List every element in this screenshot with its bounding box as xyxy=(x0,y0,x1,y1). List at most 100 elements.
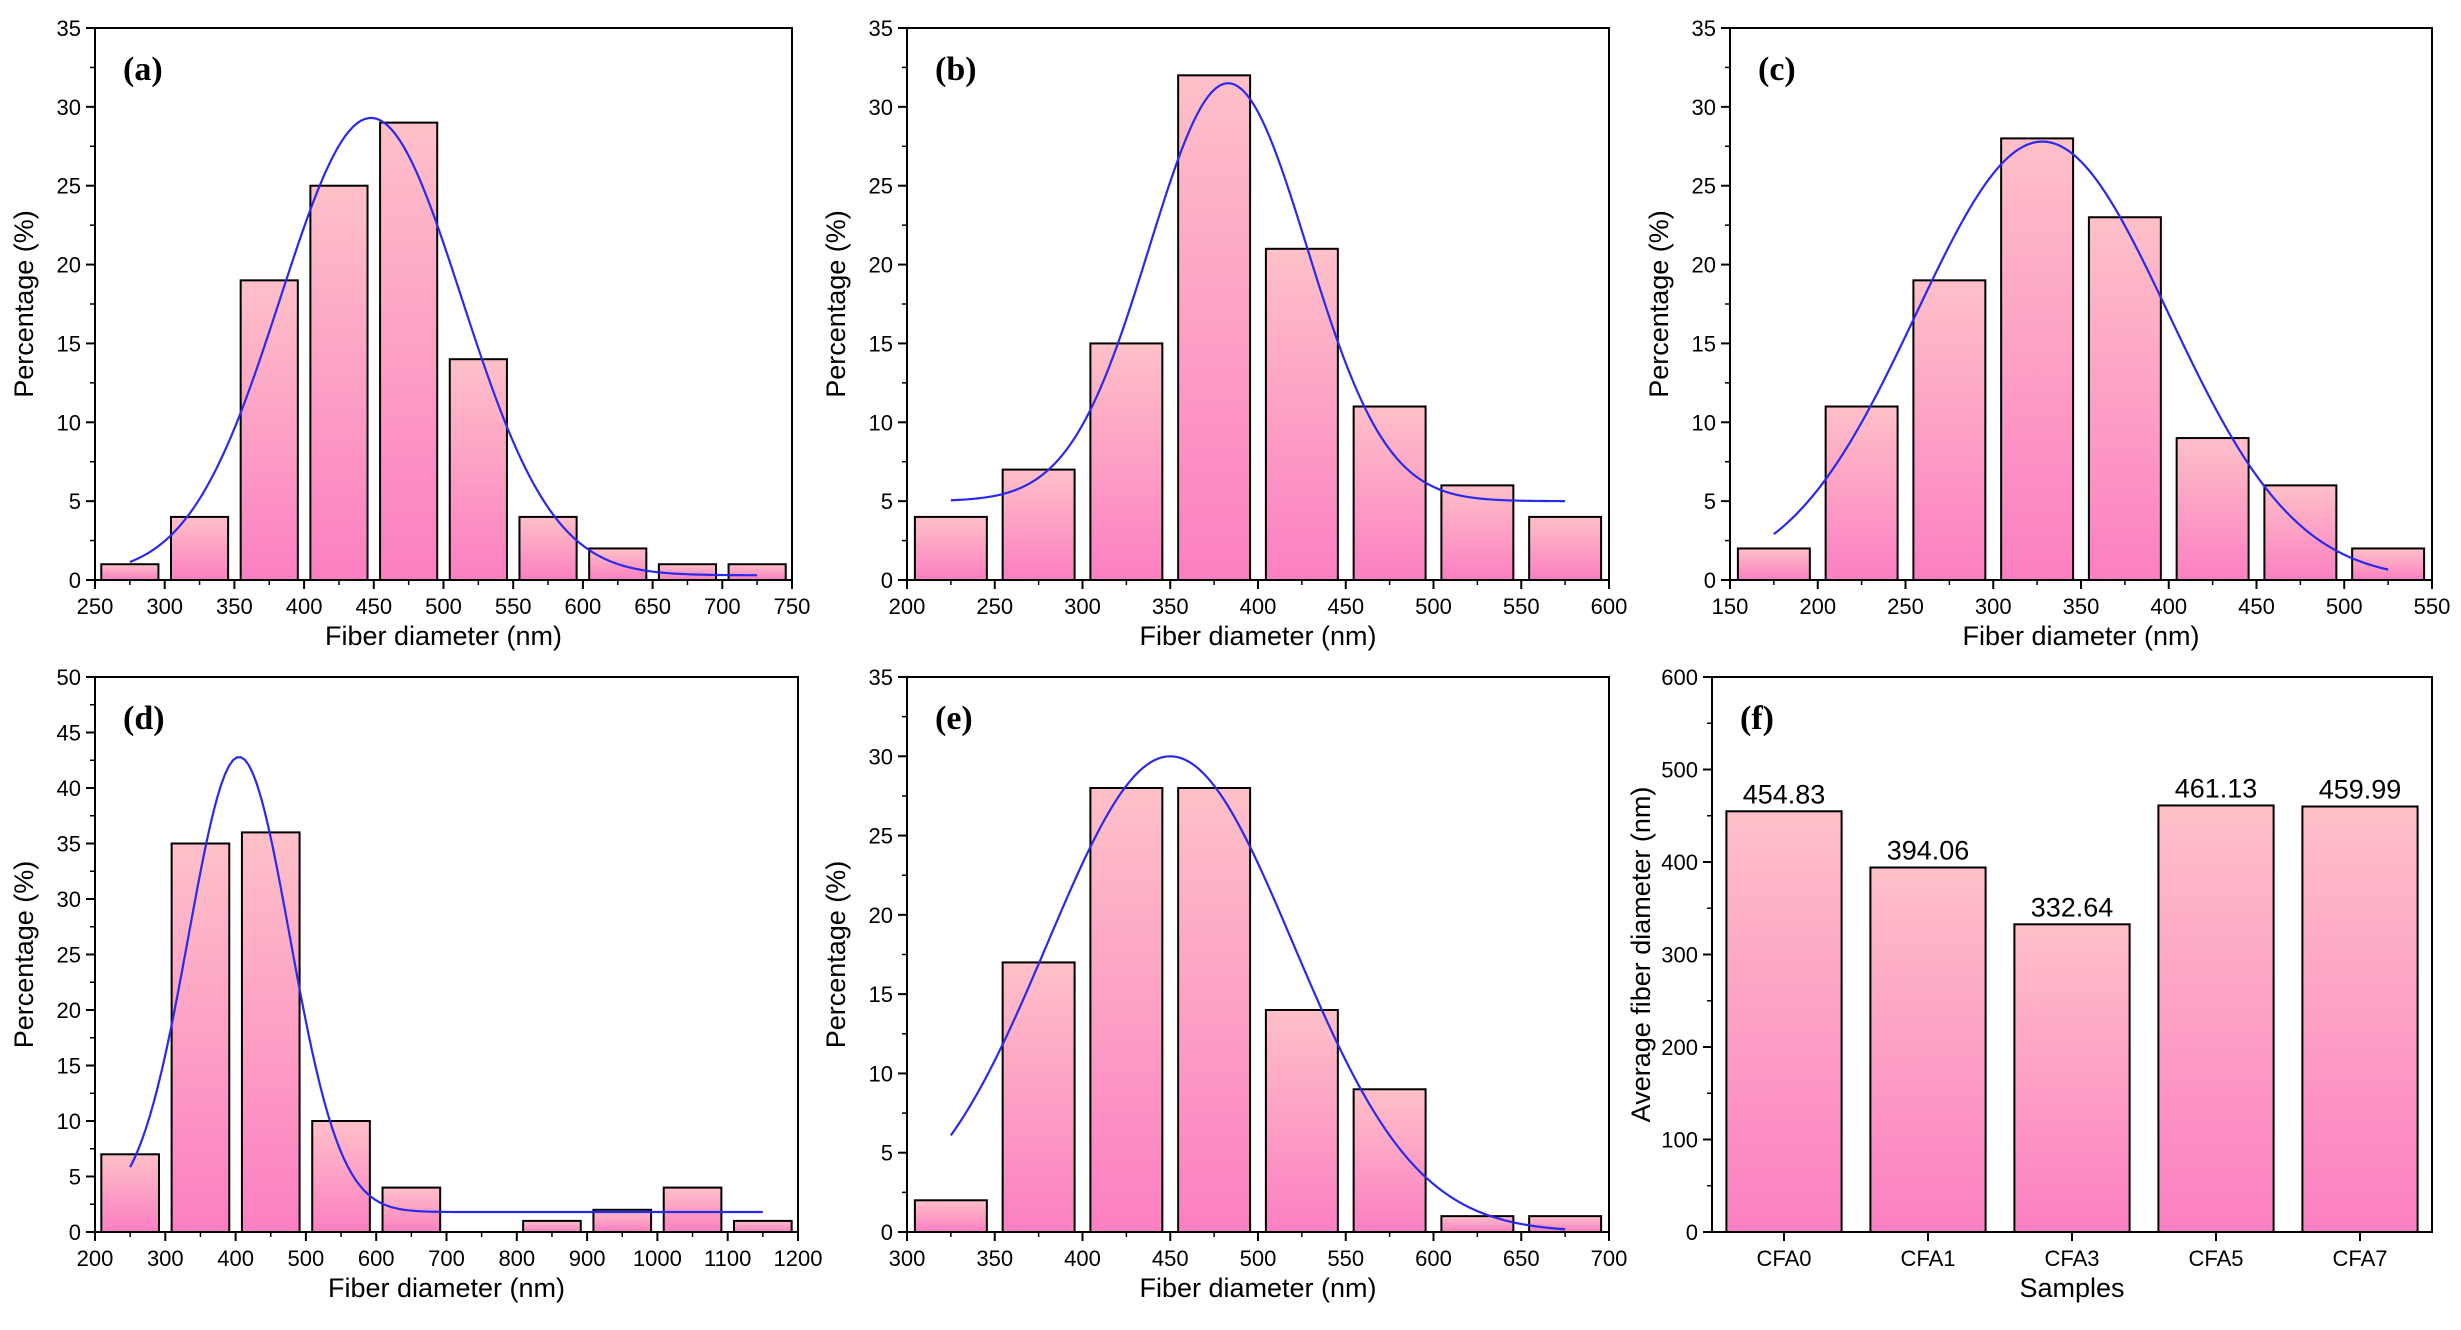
fit-curve xyxy=(129,756,763,1214)
bar xyxy=(1824,405,1899,581)
x-tick-label: 350 xyxy=(2063,594,2100,619)
panel-label: (a) xyxy=(123,51,163,88)
x-tick-label: 500 xyxy=(1240,1246,1277,1271)
data-label: 454.83 xyxy=(1743,779,1826,809)
panel-label: (f) xyxy=(1740,700,1774,737)
panel-label: (b) xyxy=(935,51,977,88)
y-tick-label: 30 xyxy=(57,95,81,120)
y-tick-label: 10 xyxy=(57,1109,81,1134)
panel-f: 454.83 394.06 332.64 461.13 459.99 0 100 200 300… xyxy=(1626,665,2433,1303)
x-tick-label: CFA1 xyxy=(1900,1246,1955,1271)
bar xyxy=(1089,787,1164,1233)
y-axis-label: Average fiber diameter (nm) xyxy=(1626,787,1656,1123)
y-tick-label: 35 xyxy=(57,16,81,41)
y-tick-label: 5 xyxy=(69,1165,81,1190)
y-tick-label: 30 xyxy=(1692,95,1716,120)
y-axis-label: Percentage (%) xyxy=(9,861,39,1049)
x-axis-label: Fiber diameter (nm) xyxy=(1139,621,1376,651)
y-tick-label: 30 xyxy=(869,744,893,769)
bar xyxy=(733,1219,793,1234)
bar xyxy=(1352,1088,1427,1234)
bar xyxy=(239,279,299,581)
x-tick-label: 200 xyxy=(889,594,926,619)
bar xyxy=(727,563,787,582)
bar xyxy=(1912,279,1987,581)
fit-curve xyxy=(949,755,1566,1231)
y-tick-label: 35 xyxy=(869,665,893,690)
x-tick-label: 450 xyxy=(1152,1246,1189,1271)
bar xyxy=(2157,804,2275,1234)
y-tick-label: 30 xyxy=(869,95,893,120)
x-tick-label: 500 xyxy=(2326,594,2363,619)
y-tick-label: 20 xyxy=(1692,253,1716,278)
x-tick-label: 350 xyxy=(976,1246,1013,1271)
y-tick-label: 35 xyxy=(1692,16,1716,41)
bar xyxy=(311,1120,371,1233)
panel-e: 0 5 10 15 20 25 30 35 300 350 400 450 500 550 600 650 70… xyxy=(821,665,1627,1303)
x-tick-label: 550 xyxy=(495,594,532,619)
y-tick-label: 25 xyxy=(869,174,893,199)
bar xyxy=(1528,1215,1603,1233)
data-label: 332.64 xyxy=(2031,892,2114,922)
x-tick-label: 400 xyxy=(217,1246,254,1271)
data-label: 461.13 xyxy=(2175,773,2258,803)
panel-c: 0 5 10 15 20 25 30 35 150 200 250 300 350 400 450 500 55… xyxy=(1644,16,2450,651)
x-tick-label: 650 xyxy=(634,594,671,619)
y-tick-label: 25 xyxy=(57,174,81,199)
data-label: 459.99 xyxy=(2319,775,2402,805)
x-tick-label: CFA7 xyxy=(2332,1246,2387,1271)
x-tick-label: CFA3 xyxy=(2044,1246,2099,1271)
x-tick-label: CFA5 xyxy=(2188,1246,2243,1271)
y-axis-label: Percentage (%) xyxy=(821,210,851,398)
fit-curve xyxy=(950,82,1566,503)
y-tick-label: 5 xyxy=(69,489,81,514)
y-tick-label: 0 xyxy=(69,568,81,593)
x-tick-label: 1100 xyxy=(704,1246,751,1271)
bar xyxy=(662,1186,723,1233)
x-axis-label: Fiber diameter (nm) xyxy=(325,621,562,651)
bar xyxy=(1089,342,1164,581)
fit-curve xyxy=(1773,140,2389,571)
x-tick-label: 1000 xyxy=(633,1246,682,1271)
x-tick-label: 300 xyxy=(146,594,183,619)
y-tick-label: 10 xyxy=(869,1061,893,1086)
bar xyxy=(2351,547,2426,582)
panel-a: 0 5 10 15 20 25 30 35 250 300 350 400 450 500 550 600 65… xyxy=(9,16,810,651)
x-tick-label: 650 xyxy=(1503,1246,1540,1271)
y-axis-label: Percentage (%) xyxy=(821,861,851,1049)
x-tick-label: 450 xyxy=(1327,594,1364,619)
y-tick-label: 20 xyxy=(869,253,893,278)
x-tick-label: 200 xyxy=(1799,594,1836,619)
y-tick-label: 25 xyxy=(57,943,81,968)
bar xyxy=(1528,515,1603,582)
bar xyxy=(2301,805,2419,1234)
y-tick-label: 20 xyxy=(57,998,81,1023)
y-tick-label: 15 xyxy=(1692,331,1716,356)
y-tick-label: 0 xyxy=(881,1220,893,1245)
x-tick-label: 150 xyxy=(1712,594,1749,619)
x-tick-label: 500 xyxy=(1415,594,1452,619)
bar xyxy=(2175,437,2250,581)
bar xyxy=(1264,247,1339,582)
y-tick-label: 40 xyxy=(57,776,81,801)
bar xyxy=(240,831,301,1234)
x-axis-label: Samples xyxy=(2019,1273,2124,1303)
y-tick-label: 0 xyxy=(1704,568,1716,593)
bar xyxy=(1869,866,1987,1233)
x-tick-label: 250 xyxy=(1887,594,1924,619)
panel-label: (d) xyxy=(123,700,165,737)
x-tick-label: 700 xyxy=(428,1246,465,1271)
bar xyxy=(2000,137,2075,581)
x-tick-label: 600 xyxy=(565,594,602,619)
x-tick-label: 800 xyxy=(498,1246,535,1271)
x-tick-label: 550 xyxy=(2414,594,2451,619)
x-tick-label: 300 xyxy=(1975,594,2012,619)
bar xyxy=(169,515,230,582)
bar xyxy=(1440,1215,1515,1233)
x-tick-label: 500 xyxy=(288,1246,325,1271)
y-axis-label: Percentage (%) xyxy=(1644,210,1674,398)
x-tick-label: 700 xyxy=(1591,1246,1628,1271)
y-tick-label: 0 xyxy=(1686,1220,1698,1245)
y-tick-label: 25 xyxy=(869,824,893,849)
x-tick-label: 500 xyxy=(425,594,462,619)
